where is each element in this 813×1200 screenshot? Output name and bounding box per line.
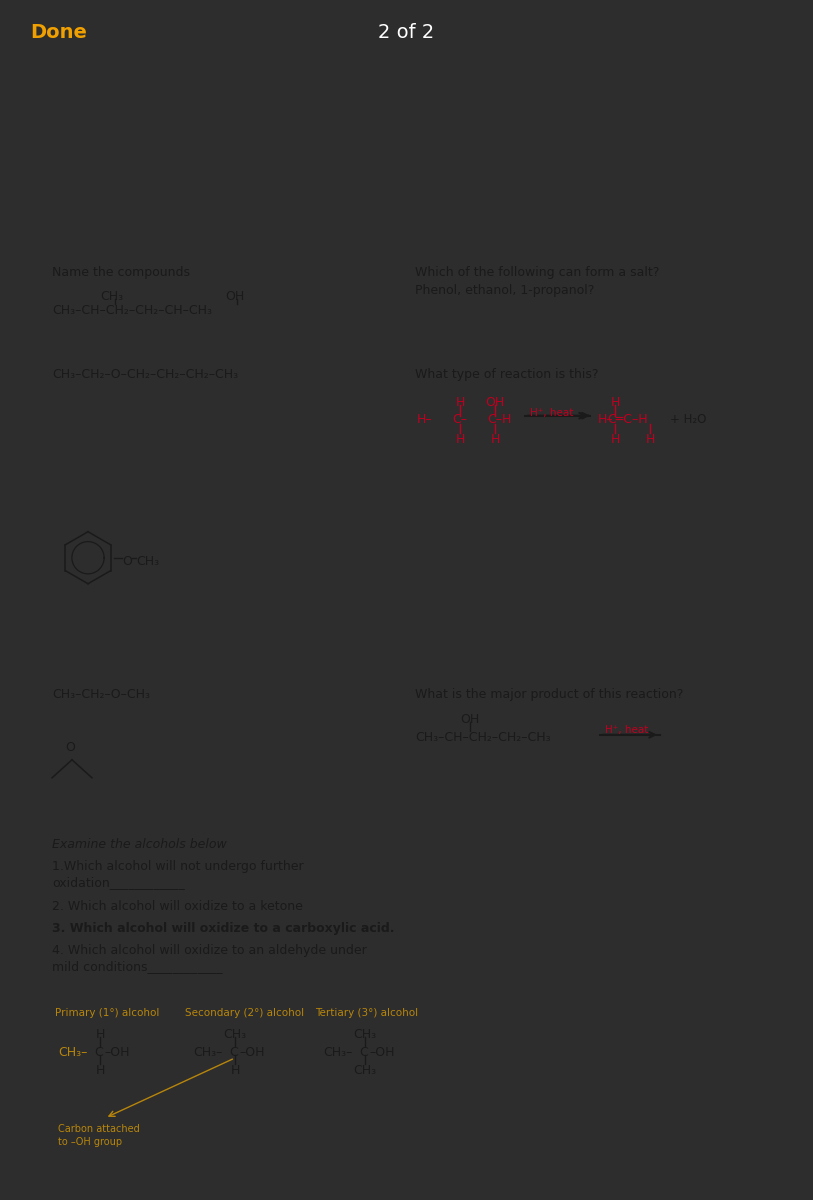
Text: H–: H– xyxy=(417,413,433,426)
Text: CH₃–: CH₃– xyxy=(58,1046,87,1058)
Text: C–H: C–H xyxy=(487,413,511,426)
Text: O: O xyxy=(65,740,75,754)
Text: C–: C– xyxy=(452,413,467,426)
Text: C═C–H: C═C–H xyxy=(607,413,648,426)
Text: H: H xyxy=(95,1064,105,1076)
Text: What type of reaction is this?: What type of reaction is this? xyxy=(415,367,598,380)
Text: CH₃: CH₃ xyxy=(354,1028,376,1040)
Text: C: C xyxy=(94,1046,102,1058)
Text: 4. Which alcohol will oxidize to an aldehyde under: 4. Which alcohol will oxidize to an alde… xyxy=(52,944,367,956)
Text: 1.Which alcohol will not undergo further: 1.Which alcohol will not undergo further xyxy=(52,860,303,872)
Text: Secondary (2°) alcohol: Secondary (2°) alcohol xyxy=(185,1008,304,1018)
Text: CH₃–CH–CH₂–CH₂–CH–CH₃: CH₃–CH–CH₂–CH₂–CH–CH₃ xyxy=(52,304,212,317)
Text: Carbon attached: Carbon attached xyxy=(58,1124,140,1134)
Text: H: H xyxy=(455,396,465,409)
Text: H: H xyxy=(611,396,620,409)
Text: Done: Done xyxy=(30,23,87,42)
Text: C: C xyxy=(229,1046,237,1058)
Text: oxidation____________: oxidation____________ xyxy=(52,876,185,889)
Text: H⁺, heat: H⁺, heat xyxy=(530,408,573,418)
Text: to –OH group: to –OH group xyxy=(58,1136,122,1147)
Text: H: H xyxy=(611,433,620,445)
Text: C: C xyxy=(359,1046,367,1058)
Text: 2. Which alcohol will oxidize to a ketone: 2. Which alcohol will oxidize to a keton… xyxy=(52,900,303,913)
Text: CH₃–CH₂–O–CH₃: CH₃–CH₂–O–CH₃ xyxy=(52,688,150,701)
Text: CH₃: CH₃ xyxy=(354,1064,376,1076)
Text: Primary (1°) alcohol: Primary (1°) alcohol xyxy=(55,1008,159,1018)
Text: CH₃–: CH₃– xyxy=(323,1046,352,1058)
Text: CH₃: CH₃ xyxy=(224,1028,246,1040)
Text: CH₃–: CH₃– xyxy=(193,1046,223,1058)
Text: CH₃: CH₃ xyxy=(100,289,123,302)
Text: H: H xyxy=(455,433,465,445)
Text: H: H xyxy=(490,433,500,445)
Text: Which of the following can form a salt?: Which of the following can form a salt? xyxy=(415,265,659,278)
Text: 2 of 2: 2 of 2 xyxy=(378,23,434,42)
Text: CH₃: CH₃ xyxy=(136,556,159,569)
Text: OH: OH xyxy=(485,396,505,409)
Text: –OH: –OH xyxy=(104,1046,129,1058)
Text: H–: H– xyxy=(598,413,614,426)
Text: 3. Which alcohol will oxidize to a carboxylic acid.: 3. Which alcohol will oxidize to a carbo… xyxy=(52,922,394,935)
Text: H: H xyxy=(230,1064,240,1076)
Text: What is the major product of this reaction?: What is the major product of this reacti… xyxy=(415,688,684,701)
Text: Name the compounds: Name the compounds xyxy=(52,265,190,278)
Text: OH: OH xyxy=(460,713,480,726)
Text: O: O xyxy=(122,556,132,569)
Text: CH₃–CH₂–O–CH₂–CH₂–CH₂–CH₃: CH₃–CH₂–O–CH₂–CH₂–CH₂–CH₃ xyxy=(52,367,238,380)
Text: OH: OH xyxy=(225,289,244,302)
Text: H⁺, heat: H⁺, heat xyxy=(605,725,649,734)
Text: Examine the alcohols below: Examine the alcohols below xyxy=(52,838,227,851)
Text: Tertiary (3°) alcohol: Tertiary (3°) alcohol xyxy=(315,1008,418,1018)
Text: H: H xyxy=(646,433,654,445)
Text: Phenol, ethanol, 1-propanol?: Phenol, ethanol, 1-propanol? xyxy=(415,283,594,296)
Text: + H₂O: + H₂O xyxy=(670,413,706,426)
Text: H: H xyxy=(95,1028,105,1040)
Text: CH₃–CH–CH₂–CH₂–CH₃: CH₃–CH–CH₂–CH₂–CH₃ xyxy=(415,731,550,744)
Text: –OH: –OH xyxy=(369,1046,394,1058)
Text: mild conditions____________: mild conditions____________ xyxy=(52,960,223,973)
Text: –OH: –OH xyxy=(239,1046,264,1058)
